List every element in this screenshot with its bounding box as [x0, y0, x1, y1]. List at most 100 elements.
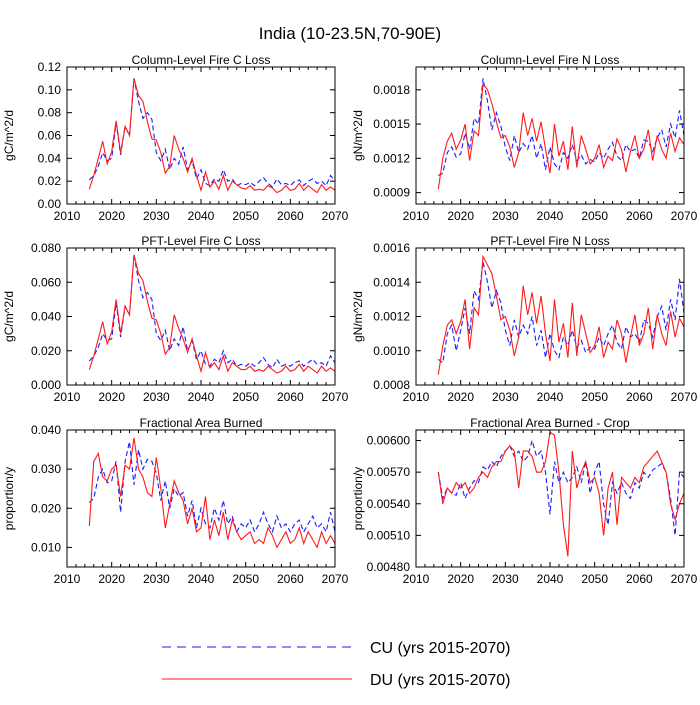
page-title: India (10-23.5N,70-90E) [259, 24, 441, 43]
y-tick-label: 0.00540 [367, 497, 411, 511]
y-tick-label: 0.02 [38, 174, 62, 188]
series-line-cu [88, 254, 335, 369]
x-tick-label: 2030 [143, 390, 170, 404]
x-tick-label: 2040 [188, 390, 215, 404]
x-tick-label: 2050 [232, 572, 259, 586]
series-line-cu [88, 441, 335, 534]
y-tick-label: 0.00480 [367, 560, 411, 574]
y-tick-label: 0.080 [31, 241, 61, 255]
x-tick-label: 2060 [626, 209, 653, 223]
series-line-du [88, 78, 335, 194]
y-tick-label: 0.0012 [373, 310, 410, 324]
x-tick-label: 2060 [277, 572, 304, 586]
x-tick-label: 2020 [447, 390, 474, 404]
plot-frame [415, 66, 685, 205]
x-tick-label: 2070 [671, 209, 698, 223]
chart-panel-4: PFT-Level Fire N Loss gN/m^2/d 2010 2020 203… [351, 234, 698, 404]
series-line-cu [437, 261, 684, 364]
x-tick-label: 2020 [447, 572, 474, 586]
y-tick-label: 0.10 [38, 83, 62, 97]
series-line-du [437, 431, 684, 557]
y-tick-label: 0.00600 [367, 434, 411, 448]
x-tick-label: 2070 [671, 572, 698, 586]
y-tick-label: 0.040 [31, 310, 61, 324]
y-axis-label: proportion/y [2, 467, 16, 530]
x-tick-label: 2070 [322, 390, 349, 404]
y-tick-label: 0.0015 [373, 117, 410, 131]
x-tick-label: 2040 [537, 390, 564, 404]
chart-panel-6: Fractional Area Burned - Crop proportion/… [351, 416, 698, 586]
y-tick-label: 0.0016 [373, 241, 410, 255]
x-tick-label: 2020 [98, 390, 125, 404]
chart-panel-2: Column-Level Fire N Loss gN/m^2/d 2010 2020… [351, 53, 698, 223]
chart-title: PFT-Level Fire N Loss [490, 234, 609, 248]
plot-frame [66, 429, 336, 568]
plot-frame [415, 247, 685, 386]
x-tick-label: 2010 [54, 572, 81, 586]
y-axis-label: gC/m^2/d [2, 110, 16, 161]
legend-du-label: DU (yrs 2015-2070) [370, 672, 511, 689]
y-tick-label: 0.00510 [367, 528, 411, 542]
x-tick-label: 2010 [54, 390, 81, 404]
x-tick-label: 2050 [581, 390, 608, 404]
x-tick-label: 2040 [537, 572, 564, 586]
x-tick-label: 2020 [98, 572, 125, 586]
y-tick-label: 0.030 [31, 462, 61, 476]
series-line-du [437, 254, 684, 375]
chart-title: PFT-Level Fire C Loss [141, 234, 260, 248]
x-tick-label: 2060 [277, 209, 304, 223]
x-tick-label: 2010 [54, 209, 81, 223]
x-tick-label: 2040 [188, 209, 215, 223]
y-tick-label: 0.020 [31, 501, 61, 515]
x-tick-label: 2020 [447, 209, 474, 223]
x-tick-label: 2050 [581, 572, 608, 586]
chart-panel-3: PFT-Level Fire C Loss gC/m^2/d 2010 2020 203… [2, 234, 349, 404]
x-tick-label: 2030 [492, 572, 519, 586]
series-line-du [88, 437, 335, 549]
chart-panels: Column-Level Fire C Loss gC/m^2/d 2010 2020… [2, 53, 698, 586]
y-tick-label: 0.08 [38, 106, 62, 120]
plot-frame [66, 66, 336, 205]
plot-frame [66, 247, 336, 386]
chart-title: Fractional Area Burned - Crop [470, 416, 630, 430]
y-tick-label: 0.12 [38, 60, 62, 74]
y-tick-label: 0.00 [38, 197, 62, 211]
y-axis-label: proportion/y [351, 467, 365, 530]
x-tick-label: 2040 [537, 209, 564, 223]
series-line-cu [88, 78, 335, 188]
y-tick-label: 0.020 [31, 344, 61, 358]
x-tick-label: 2050 [232, 390, 259, 404]
series-line-du [437, 82, 684, 190]
x-tick-label: 2020 [98, 209, 125, 223]
chart-panel-5: Fractional Area Burned proportion/y 2010 20… [2, 416, 349, 586]
y-tick-label: 0.010 [31, 540, 61, 554]
y-axis-label: gC/m^2/d [2, 291, 16, 342]
y-tick-label: 0.0009 [373, 186, 410, 200]
x-tick-label: 2010 [403, 390, 430, 404]
legend-cu-label: CU (yrs 2015-2070) [370, 640, 511, 657]
y-axis-label: gN/m^2/d [351, 110, 365, 161]
y-tick-label: 0.040 [31, 423, 61, 437]
x-tick-label: 2010 [403, 572, 430, 586]
x-tick-label: 2030 [492, 390, 519, 404]
legend: CU (yrs 2015-2070) DU (yrs 2015-2070) [162, 640, 511, 689]
x-tick-label: 2060 [626, 390, 653, 404]
y-tick-label: 0.0008 [373, 378, 410, 392]
chart-title: Column-Level Fire N Loss [481, 53, 620, 67]
x-tick-label: 2070 [322, 209, 349, 223]
chart-title: Fractional Area Burned [140, 416, 263, 430]
plot-frame [415, 429, 685, 568]
x-tick-label: 2010 [403, 209, 430, 223]
x-tick-label: 2030 [492, 209, 519, 223]
x-tick-label: 2030 [143, 209, 170, 223]
chart-panel-1: Column-Level Fire C Loss gC/m^2/d 2010 2020… [2, 53, 349, 223]
x-tick-label: 2050 [581, 209, 608, 223]
series-line-du [88, 254, 335, 374]
y-tick-label: 0.0018 [373, 83, 410, 97]
x-tick-label: 2070 [671, 390, 698, 404]
y-tick-label: 0.0014 [373, 275, 410, 289]
y-tick-label: 0.0012 [373, 151, 410, 165]
y-tick-label: 0.04 [38, 151, 62, 165]
y-tick-label: 0.000 [31, 378, 61, 392]
